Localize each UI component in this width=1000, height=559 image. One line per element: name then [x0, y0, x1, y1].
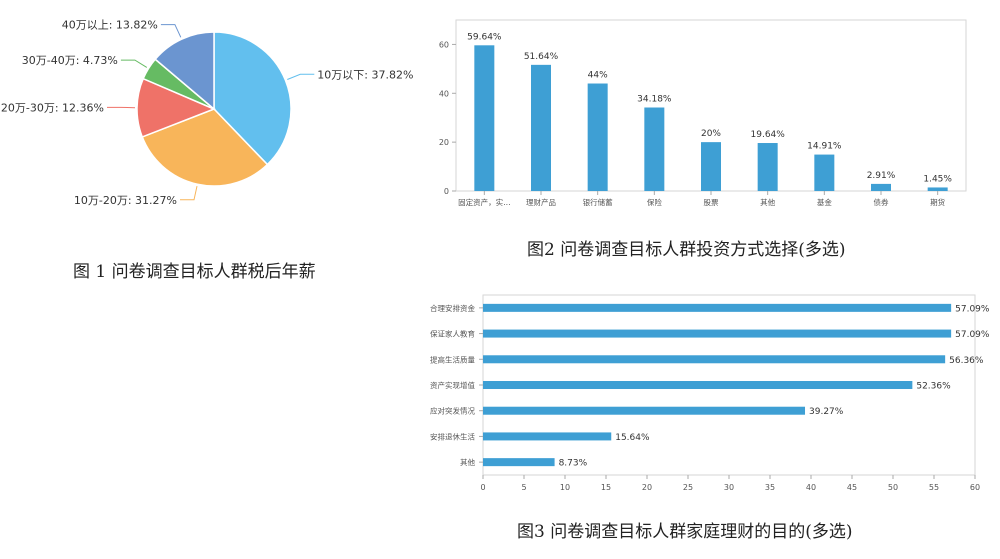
- bar-1: [531, 64, 551, 191]
- hbar-value-label-0: 57.09%: [955, 304, 990, 314]
- bar-6: [814, 154, 835, 191]
- hbar-x-tick-label-10: 50: [888, 483, 898, 492]
- bar-chart-caption: 图2 问卷调查目标人群投资方式选择(多选): [527, 240, 846, 260]
- hbar-category-label-1: 保证家人教育: [430, 329, 475, 339]
- bar-value-label-5: 19.64%: [751, 130, 786, 140]
- pie-slice-4: [154, 31, 215, 111]
- bar-0: [474, 45, 495, 191]
- bar-y-tick-label-3: 60: [439, 40, 449, 49]
- hbar-5: [483, 432, 612, 441]
- hbar-category-label-0: 合理安排资金: [430, 303, 475, 313]
- bar-value-label-7: 2.91%: [867, 171, 896, 181]
- bar-value-label-0: 59.64%: [467, 32, 502, 42]
- bar-value-label-6: 14.91%: [807, 142, 842, 152]
- pie-slice-label-2: 20万-30万: 12.36%: [1, 101, 104, 114]
- hbar-x-tick-label-6: 30: [724, 483, 734, 492]
- bar-category-label-8: 期货: [930, 197, 945, 207]
- bar-4: [701, 142, 721, 191]
- hbar-2: [483, 355, 946, 364]
- pie-leader-line-0: [287, 73, 315, 80]
- hbar-category-label-3: 资产实现增值: [430, 380, 475, 390]
- bar-5: [757, 143, 778, 191]
- hbar-1: [483, 329, 952, 338]
- pie-chart-caption: 图 1 问卷调查目标人群税后年薪: [73, 262, 316, 282]
- bar-value-label-3: 34.18%: [637, 95, 672, 105]
- hbar-value-label-2: 56.36%: [949, 356, 984, 366]
- hbar-category-label-5: 安排退休生活: [430, 431, 475, 441]
- hbar-6: [483, 458, 555, 467]
- pie-slice-label-3: 30万-40万: 4.73%: [22, 54, 118, 67]
- pie-chart: 10万以下: 37.82% 10万-20万: 31.27% 20万-30万: 12.…: [1, 19, 414, 207]
- bar-2: [587, 83, 608, 191]
- hbar-0: [483, 303, 952, 312]
- hbar-category-label-6: 其他: [460, 457, 475, 467]
- hbar-category-label-4: 应对突发情况: [430, 406, 475, 416]
- bar-y-tick-label-0: 0: [444, 187, 449, 196]
- bar-category-label-3: 保险: [647, 197, 662, 207]
- hbar-value-label-5: 15.64%: [615, 433, 650, 443]
- bar-value-label-2: 44%: [588, 71, 608, 81]
- hbar-x-tick-label-12: 60: [970, 483, 980, 492]
- pie-slice-1: [141, 108, 269, 187]
- pie-slice-0: [213, 31, 292, 166]
- bar-category-label-2: 银行储蓄: [583, 197, 613, 207]
- hbar-value-label-1: 57.09%: [955, 330, 990, 340]
- bar-category-label-5: 其他: [760, 197, 776, 207]
- hbar-x-tick-label-4: 20: [642, 483, 652, 492]
- bar-category-label-0: 固定资产，实…: [458, 197, 511, 207]
- hbar-x-tick-label-8: 40: [806, 483, 816, 492]
- hbar-x-tick-label-9: 45: [847, 483, 857, 492]
- hbar-category-label-2: 提高生活质量: [430, 354, 475, 364]
- bar-value-label-8: 1.45%: [923, 174, 952, 184]
- bar-8: [927, 187, 948, 191]
- bar-category-label-6: 基金: [817, 197, 832, 207]
- pie-leader-line-3: [120, 59, 148, 68]
- hbar-x-tick-label-7: 35: [765, 483, 775, 492]
- bar-value-label-1: 51.64%: [524, 52, 559, 62]
- bar-y-tick-label-1: 20: [439, 138, 449, 147]
- bar-y-tick-label-2: 40: [439, 89, 449, 98]
- hbar-x-tick-label-5: 25: [683, 483, 693, 492]
- bar-7: [871, 183, 891, 191]
- bar-3: [644, 107, 665, 191]
- pie-slice-label-1: 10万-20万: 31.27%: [74, 194, 177, 207]
- hbar-chart-caption: 图3 问卷调查目标人群家庭理财的目的(多选): [517, 522, 853, 542]
- bar-category-label-7: 债券: [874, 197, 889, 207]
- hbar-3: [483, 381, 913, 389]
- investment-bar-chart: 0 20 40 60 59.64% 固定资产，实… 51.64% 理财产品 44% 银行储蓄 34.…: [439, 19, 967, 207]
- bar-category-label-4: 股票: [704, 198, 719, 207]
- hbar-x-tick-label-0: 0: [480, 483, 485, 492]
- pie-slice-label-0: 10万以下: 37.82%: [317, 68, 413, 81]
- pie-slice-label-4: 40万以上: 13.82%: [62, 19, 158, 32]
- hbar-x-tick-label-3: 15: [601, 483, 611, 492]
- pie-leader-line-1: [180, 185, 198, 201]
- bar-category-label-1: 理财产品: [526, 197, 556, 207]
- pie-slice-2: [136, 77, 216, 138]
- hbar-value-label-6: 8.73%: [559, 459, 588, 469]
- hbar-x-tick-label-11: 55: [929, 483, 939, 492]
- hbar-value-label-3: 52.36%: [916, 382, 951, 392]
- bar-value-label-4: 20%: [701, 129, 721, 139]
- hbar-value-label-4: 39.27%: [809, 407, 844, 417]
- hbar-x-tick-label-2: 10: [560, 483, 570, 492]
- pie-leader-line-4: [160, 24, 182, 38]
- purpose-hbar-chart: 0 5 10 15 20 25 30 35 40 45 50 55 60 57.09% 合理安排资金 57.0…: [430, 294, 990, 492]
- hbar-x-tick-label-1: 5: [521, 483, 526, 492]
- hbar-4: [483, 406, 806, 415]
